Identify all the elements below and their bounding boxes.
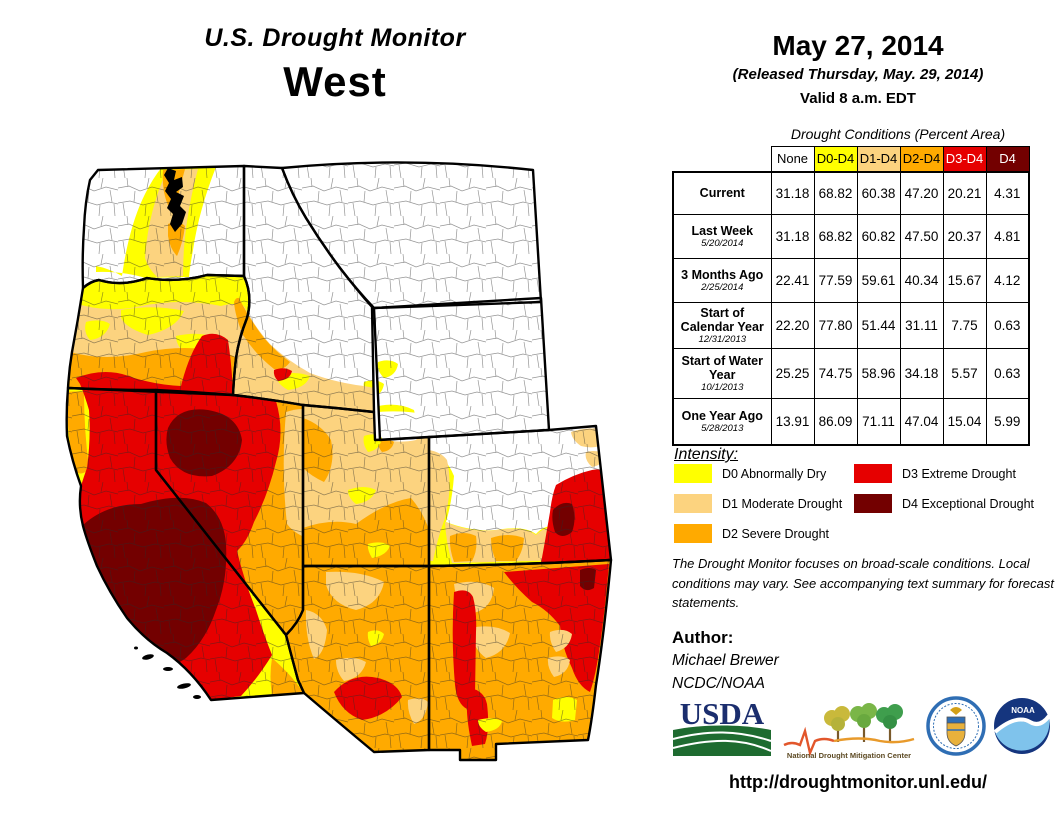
usda-logo: USDA [672,696,772,756]
table-row: Start of Calendar Year 12/31/2013 22.20 77.… [672,302,1030,349]
legend-item-d4: D4 Exceptional Drought [854,494,1044,514]
table-row: 3 Months Ago 2/25/2014 22.41 77.59 59.61 40.3… [672,258,1030,303]
svg-text:NOAA: NOAA [1011,706,1035,715]
website-url: http://droughtmonitor.unl.edu/ [729,772,987,792]
svg-text:USDA: USDA [680,696,765,731]
legend-label: D4 Exceptional Drought [902,497,1035,511]
value-cell: 58.96 [856,348,901,399]
table-row: One Year Ago 5/28/2013 13.91 86.09 71.11 47.0… [672,398,1030,446]
table-row: Last Week 5/20/2014 31.18 68.82 60.82 47.50 20… [672,214,1030,259]
value-cell: 51.44 [856,302,901,349]
value-cell: 59.61 [856,258,901,303]
noaa-logo: NOAA [993,698,1051,754]
author-heading: Author: [672,628,734,647]
legend-item-d0: D0 Abnormally Dry [674,464,864,484]
value-cell: 15.67 [942,258,987,303]
value-cell: 25.25 [770,348,815,399]
d3-color-swatch [854,464,892,483]
column-header-d0-d4: D0-D4 [813,146,858,172]
region-title: West [283,58,387,105]
value-cell: 74.75 [813,348,858,399]
channel-islands [134,646,201,699]
value-cell: 4.12 [985,258,1030,303]
column-header-d3-d4: D3-D4 [942,146,987,172]
county-boundaries [66,162,611,760]
value-cell: 5.99 [985,398,1030,446]
row-label: Current [672,170,772,215]
value-cell: 77.59 [813,258,858,303]
value-cell: 68.82 [813,214,858,259]
legend-label: D0 Abnormally Dry [722,467,827,481]
valid-time: Valid 8 a.m. EDT [800,90,916,107]
row-label: Start of Calendar Year 12/31/2013 [672,302,772,349]
value-cell: 0.63 [985,348,1030,399]
value-cell: 31.18 [770,170,815,215]
commerce-seal-logo [926,696,986,756]
author-org: NCDC/NOAA [672,675,766,692]
value-cell: 68.82 [813,170,858,215]
d2-color-swatch [674,524,712,543]
puget-sound-water [164,168,186,232]
row-label: One Year Ago 5/28/2013 [672,398,772,446]
value-cell: 86.09 [813,398,858,446]
column-header-d4: D4 [985,146,1030,172]
value-cell: 20.21 [942,170,987,215]
disclaimer-text: The Drought Monitor focuses on broad-sca… [672,556,1054,610]
value-cell: 5.57 [942,348,987,399]
value-cell: 20.37 [942,214,987,259]
value-cell: 31.18 [770,214,815,259]
d0-color-swatch [674,464,712,483]
legend-label: D3 Extreme Drought [902,467,1016,481]
value-cell: 4.81 [985,214,1030,259]
value-cell: 71.11 [856,398,901,446]
value-cell: 34.18 [899,348,944,399]
table-header-row: None D0-D4 D1-D4 D2-D4 D3-D4 D4 [673,146,1030,172]
legend-label: D1 Moderate Drought [722,497,843,511]
report-title: U.S. Drought Monitor [204,24,466,52]
drought-map [65,161,613,762]
value-cell: 77.80 [813,302,858,349]
value-cell: 7.75 [942,302,987,349]
row-label: Last Week 5/20/2014 [672,214,772,259]
d4-color-swatch [854,494,892,513]
value-cell: 31.11 [899,302,944,349]
value-cell: 60.82 [856,214,901,259]
value-cell: 22.20 [770,302,815,349]
info-panel: May 27, 2014 (Released Thursday, May. 29… [660,0,1056,816]
row-label: Start of Water Year 10/1/2013 [672,348,772,399]
legend-item-d2: D2 Severe Drought [674,524,864,544]
legend-title: Intensity: [674,446,739,463]
legend-item-d3: D3 Extreme Drought [854,464,1044,484]
svg-text:National Drought Mitigation Ce: National Drought Mitigation Center [787,751,911,760]
row-label: 3 Months Ago 2/25/2014 [672,258,772,303]
value-cell: 15.04 [942,398,987,446]
value-cell: 60.38 [856,170,901,215]
legend-item-d1: D1 Moderate Drought [674,494,864,514]
value-cell: 13.91 [770,398,815,446]
released-date: (Released Thursday, May. 29, 2014) [732,66,984,83]
table-row: Current 31.18 68.82 60.38 47.20 20.21 4.31 [672,170,1030,215]
d1-color-swatch [674,494,712,513]
column-header-d2-d4: D2-D4 [899,146,944,172]
value-cell: 0.63 [985,302,1030,349]
table-caption: Drought Conditions (Percent Area) [790,126,1006,142]
value-cell: 22.41 [770,258,815,303]
value-cell: 40.34 [899,258,944,303]
table-row: Start of Water Year 10/1/2013 25.25 74.75 58… [672,348,1030,399]
map-date: May 27, 2014 [772,30,944,61]
value-cell: 47.04 [899,398,944,446]
blank-header-cell [673,146,771,172]
legend-label: D2 Severe Drought [722,527,830,541]
value-cell: 4.31 [985,170,1030,215]
ndmc-logo: National Drought Mitigation Center [783,703,915,760]
value-cell: 47.50 [899,214,944,259]
value-cell: 47.20 [899,170,944,215]
author-name: Michael Brewer [672,652,779,669]
column-header-d1-d4: D1-D4 [856,146,901,172]
title-block: U.S. Drought Monitor West [140,24,530,106]
column-header-none: None [770,146,815,172]
drought-conditions-table: None D0-D4 D1-D4 D2-D4 D3-D4 D4 Current 31.18 6… [672,146,1030,446]
